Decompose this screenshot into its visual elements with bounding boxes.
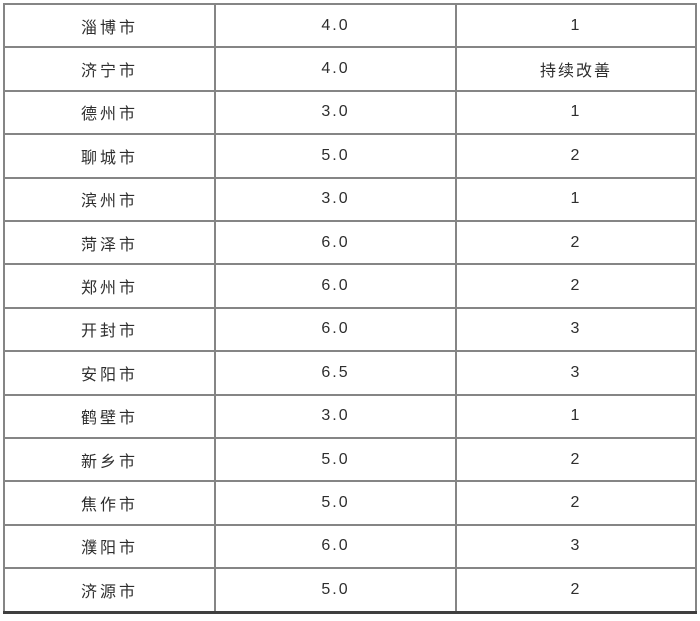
table-row: 菏泽市 6.0 2 <box>3 219 697 266</box>
city-cell: 德州市 <box>3 89 216 136</box>
category-cell: 1 <box>455 393 697 439</box>
value-cell: 6.0 <box>214 306 457 353</box>
category-cell: 3 <box>455 350 697 396</box>
city-cell: 济源市 <box>3 567 216 614</box>
category-cell: 2 <box>455 133 697 179</box>
category-cell: 2 <box>455 567 697 614</box>
value-cell: 4.0 <box>214 2 457 49</box>
value-cell: 6.0 <box>214 263 457 309</box>
category-cell: 1 <box>455 176 697 222</box>
value-cell: 5.0 <box>214 480 457 526</box>
city-cell: 焦作市 <box>3 480 216 526</box>
city-cell: 安阳市 <box>3 350 216 396</box>
table-row: 德州市 3.0 1 <box>3 89 697 136</box>
city-cell: 新乡市 <box>3 436 216 483</box>
value-cell: 3.0 <box>214 89 457 136</box>
table-row: 安阳市 6.5 3 <box>3 350 697 396</box>
category-cell: 3 <box>455 523 697 570</box>
table-row: 济宁市 4.0 持续改善 <box>3 46 697 92</box>
value-cell: 6.5 <box>214 350 457 396</box>
city-cell: 濮阳市 <box>3 523 216 570</box>
city-cell: 开封市 <box>3 306 216 353</box>
table-row: 开封市 6.0 3 <box>3 306 697 353</box>
category-cell: 2 <box>455 436 697 483</box>
value-cell: 5.0 <box>214 436 457 483</box>
value-cell: 5.0 <box>214 133 457 179</box>
table-row: 淄博市 4.0 1 <box>3 2 697 49</box>
city-cell: 滨州市 <box>3 176 216 222</box>
city-cell: 菏泽市 <box>3 219 216 266</box>
city-cell: 鹤壁市 <box>3 393 216 439</box>
city-cell: 郑州市 <box>3 263 216 309</box>
table-row: 滨州市 3.0 1 <box>3 176 697 222</box>
data-table: 淄博市 4.0 1 济宁市 4.0 持续改善 德州市 3.0 1 聊城市 5.0… <box>3 2 697 614</box>
value-cell: 3.0 <box>214 176 457 222</box>
table-row: 鹤壁市 3.0 1 <box>3 393 697 439</box>
table-row: 郑州市 6.0 2 <box>3 263 697 309</box>
table-body: 淄博市 4.0 1 济宁市 4.0 持续改善 德州市 3.0 1 聊城市 5.0… <box>3 2 697 614</box>
city-cell: 淄博市 <box>3 2 216 49</box>
table-row: 济源市 5.0 2 <box>3 567 697 614</box>
value-cell: 6.0 <box>214 523 457 570</box>
city-cell: 济宁市 <box>3 46 216 92</box>
category-cell: 2 <box>455 219 697 266</box>
table-row: 聊城市 5.0 2 <box>3 133 697 179</box>
value-cell: 3.0 <box>214 393 457 439</box>
category-cell: 1 <box>455 2 697 49</box>
category-cell: 2 <box>455 480 697 526</box>
value-cell: 4.0 <box>214 46 457 92</box>
city-cell: 聊城市 <box>3 133 216 179</box>
table-row: 濮阳市 6.0 3 <box>3 523 697 570</box>
category-cell: 2 <box>455 263 697 309</box>
category-cell: 3 <box>455 306 697 353</box>
category-cell: 1 <box>455 89 697 136</box>
table-row: 新乡市 5.0 2 <box>3 436 697 483</box>
table-row: 焦作市 5.0 2 <box>3 480 697 526</box>
value-cell: 5.0 <box>214 567 457 614</box>
category-cell: 持续改善 <box>455 46 697 92</box>
value-cell: 6.0 <box>214 219 457 266</box>
